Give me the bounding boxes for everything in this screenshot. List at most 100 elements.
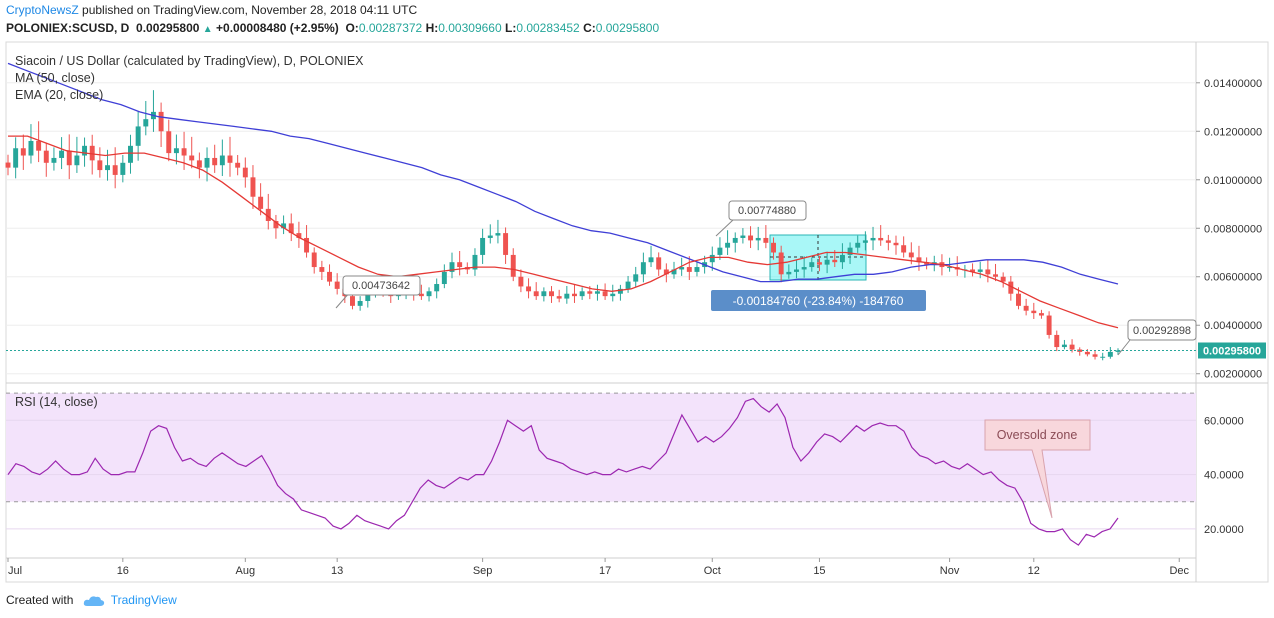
candle	[824, 251, 830, 274]
candle	[1077, 347, 1083, 356]
candle	[1031, 302, 1037, 320]
candle	[250, 165, 256, 209]
candle	[265, 193, 271, 230]
rsi-tick-label: 20.0000	[1204, 524, 1244, 536]
candle	[663, 263, 669, 283]
candle	[66, 134, 72, 180]
candle	[893, 235, 899, 255]
rsi-tick-label: 40.0000	[1204, 470, 1244, 482]
candle	[166, 119, 172, 162]
time-tick-label: 13	[331, 565, 343, 577]
candle	[572, 284, 577, 303]
candle	[839, 243, 845, 269]
candle	[510, 248, 516, 282]
tradingview-link[interactable]: TradingView	[110, 593, 177, 607]
time-tick-label: Aug	[236, 565, 256, 577]
time-tick-label: 12	[1028, 565, 1040, 577]
candle	[878, 225, 884, 246]
candle	[962, 264, 968, 278]
candle	[518, 269, 524, 293]
candle	[296, 221, 302, 248]
rsi-line	[7, 397, 1119, 546]
price-tick-label: 0.01200000	[1204, 126, 1262, 138]
candle	[549, 286, 554, 303]
candle	[885, 234, 891, 251]
candle	[579, 287, 585, 300]
open-label: O:	[345, 21, 359, 35]
candle	[449, 252, 455, 279]
measure-label: -0.00184760 (-23.84%) -184760	[733, 294, 904, 308]
price-tick-label: 0.01400000	[1204, 78, 1262, 90]
brand-link[interactable]: CryptoNewsZ	[6, 3, 79, 17]
publish-info: published on TradingView.com, November 2…	[82, 3, 418, 17]
rsi-tick-label: 60.0000	[1204, 415, 1244, 427]
chart-frame	[5, 41, 1269, 583]
last-price: 0.00295800	[136, 21, 200, 35]
measure-label-bg	[711, 290, 926, 311]
candle	[855, 235, 861, 253]
candle	[985, 260, 991, 283]
oversold-callout	[984, 419, 1091, 519]
open-value: 0.00287372	[358, 21, 423, 35]
candle	[862, 231, 868, 251]
footer: Created with TradingView	[6, 593, 177, 607]
time-tick-label: 17	[599, 565, 611, 577]
candle	[1054, 330, 1060, 352]
candle	[457, 251, 463, 276]
candle	[128, 134, 133, 174]
price-tick-label: 0.00600000	[1204, 272, 1262, 284]
ticker-line: POLONIEX:SCUSD, D 0.00295800 ▲ +0.000084…	[6, 21, 659, 35]
price-grid	[6, 82, 1196, 375]
symbol-label: POLONIEX:SCUSD, D	[6, 21, 130, 35]
ema-line	[8, 135, 1119, 329]
price-change: +0.00008480 (+2.95%)	[216, 21, 339, 35]
candle	[1008, 275, 1014, 301]
candle	[648, 245, 654, 268]
candle	[319, 260, 325, 281]
time-axis-ticks: Jul 16 Aug 13 Sep 17 Oct 15 Nov 12 Dec	[7, 558, 1190, 577]
time-tick-label: 15	[813, 565, 825, 577]
candle	[1046, 311, 1052, 339]
candle	[740, 228, 746, 244]
candle	[204, 147, 210, 182]
candle	[610, 284, 616, 302]
chart-title: Siacoin / US Dollar (calculated by Tradi…	[15, 54, 364, 68]
candle	[5, 154, 11, 176]
candle	[1023, 298, 1029, 316]
candle	[763, 225, 769, 249]
candle	[694, 262, 700, 277]
time-tick-label: Jul	[8, 565, 22, 577]
candle	[143, 100, 149, 136]
candle	[801, 256, 807, 278]
candle	[1092, 350, 1098, 360]
candle	[526, 278, 532, 299]
callout-pointer-2	[715, 219, 734, 237]
price-axis-ticks: 0.00200000 0.00400000 0.00600000 0.00800000…	[1196, 78, 1262, 381]
callout-box-1	[342, 275, 421, 296]
candle	[418, 284, 424, 300]
candle	[686, 256, 692, 281]
candle	[334, 273, 340, 295]
candle	[924, 257, 930, 270]
oversold-label: Oversold zone	[997, 428, 1078, 442]
candle	[327, 264, 332, 286]
candle	[311, 247, 317, 274]
candle	[258, 183, 264, 216]
candle	[487, 224, 493, 244]
callout-pointer-3	[1117, 339, 1131, 356]
candle	[112, 147, 118, 189]
candle	[970, 263, 976, 277]
candle	[434, 278, 440, 299]
low-value: 0.00283452	[516, 21, 580, 35]
candle	[495, 219, 501, 244]
callout-box-2	[728, 200, 807, 221]
candle	[870, 226, 876, 251]
candle	[954, 256, 960, 276]
candle	[794, 260, 799, 279]
candle	[816, 255, 822, 272]
candle	[633, 266, 639, 288]
candle	[541, 287, 547, 302]
candle	[51, 147, 57, 171]
candle	[235, 155, 241, 176]
